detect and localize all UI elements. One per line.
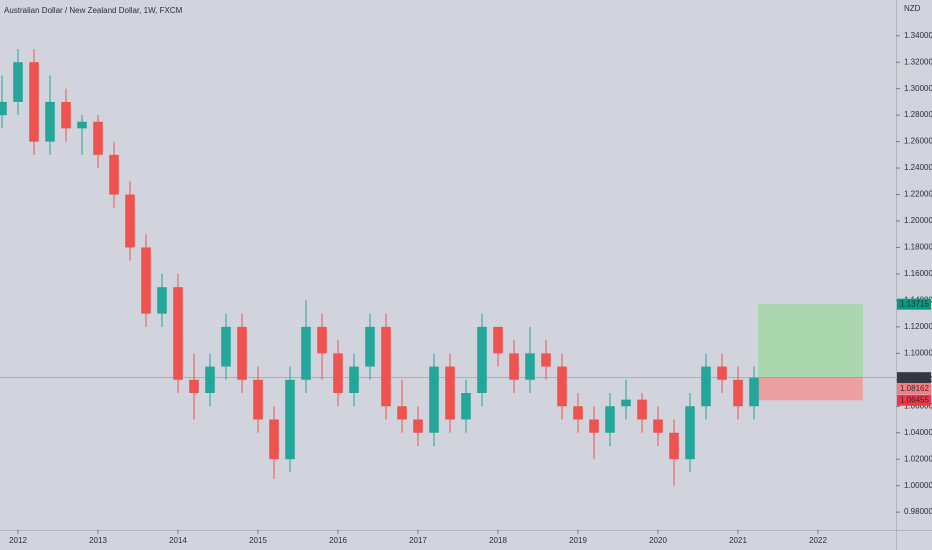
target-label-bg	[897, 298, 931, 310]
candle-body	[461, 393, 471, 420]
candle-body	[637, 399, 647, 420]
y-tick-label: 1.10000	[904, 348, 932, 357]
candle-body	[109, 154, 119, 195]
entry-label: 1.08162	[900, 384, 929, 393]
x-tick-label: 2020	[649, 536, 667, 545]
candle-body	[221, 326, 231, 367]
entry-label-bg	[897, 383, 931, 395]
candle-body	[509, 353, 519, 380]
candle-body	[301, 326, 311, 380]
x-tick-label: 2015	[249, 536, 267, 545]
candle-body	[589, 419, 599, 433]
candle-body	[365, 326, 375, 367]
candle-body	[605, 406, 615, 433]
y-tick-label: 1.18000	[904, 243, 932, 252]
candle-body	[445, 366, 455, 420]
candle-body	[333, 353, 343, 394]
candle-body	[29, 62, 39, 142]
candle-body	[381, 326, 391, 407]
y-tick-label: 1.06000	[904, 401, 932, 410]
y-tick-label: 1.02000	[904, 454, 932, 463]
x-tick-label: 2019	[569, 536, 587, 545]
x-tick-label: 2021	[729, 536, 747, 545]
y-tick-label: 1.26000	[904, 137, 932, 146]
target-label: 1.13715	[900, 299, 929, 308]
y-tick-label: 1.22000	[904, 190, 932, 199]
candle-body	[669, 432, 679, 460]
candle-body	[93, 121, 103, 155]
candle-body	[733, 379, 743, 407]
currency-label: NZD	[904, 4, 921, 13]
candle-body	[141, 247, 151, 314]
candle-body	[349, 366, 359, 394]
candle-body	[477, 326, 487, 394]
candle-body	[317, 326, 327, 354]
candle-body	[685, 406, 695, 460]
stop-label: 1.06455	[900, 395, 929, 404]
y-tick-label: 1.34000	[904, 31, 932, 40]
candle-body	[237, 326, 247, 380]
x-tick-label: 2018	[489, 536, 507, 545]
candle-body	[253, 379, 263, 420]
candle-body	[541, 353, 551, 367]
loss-zone	[758, 377, 863, 401]
candle-body	[525, 353, 535, 380]
candle-body	[621, 399, 631, 407]
candle-body	[573, 406, 583, 420]
current-price-label: 1.08162	[900, 373, 929, 382]
stop-label-bg	[897, 394, 931, 406]
candle-body	[285, 379, 295, 460]
candle-body	[13, 62, 23, 102]
y-tick-label: 1.00000	[904, 481, 932, 490]
y-tick-label: 1.28000	[904, 110, 932, 119]
candle-body	[205, 366, 215, 394]
candle-body	[157, 287, 167, 314]
candle-body	[749, 377, 759, 407]
candle-body	[0, 101, 7, 116]
candle-body	[429, 366, 439, 433]
candle-body	[269, 419, 279, 460]
x-tick-label: 2013	[89, 536, 107, 545]
y-tick-label: 0.98000	[904, 507, 932, 516]
y-tick-label: 1.32000	[904, 57, 932, 66]
candle-body	[653, 419, 663, 433]
candle-body	[701, 366, 711, 407]
candle-body	[61, 101, 71, 129]
x-tick-label: 2017	[409, 536, 427, 545]
y-tick-label: 1.24000	[904, 163, 932, 172]
chart-title: Australian Dollar / New Zealand Dollar, …	[4, 6, 183, 15]
y-tick-label: 1.04000	[904, 428, 932, 437]
x-tick-label: 2014	[169, 536, 187, 545]
current-price-label-bg	[897, 372, 931, 384]
candle-body	[557, 366, 567, 407]
profit-zone	[758, 304, 863, 378]
candle-body	[413, 419, 423, 433]
candle-body	[717, 366, 727, 380]
x-tick-label: 2022	[809, 536, 827, 545]
candle-body	[77, 121, 87, 129]
candle-body	[125, 194, 135, 248]
candle-body	[173, 287, 183, 380]
candle-body	[189, 379, 199, 394]
candle-body	[397, 406, 407, 420]
candle-body	[493, 326, 503, 354]
x-tick-label: 2012	[9, 536, 27, 545]
candle-body	[45, 101, 55, 142]
y-tick-label: 1.16000	[904, 269, 932, 278]
x-tick-label: 2016	[329, 536, 347, 545]
y-tick-label: 1.12000	[904, 322, 932, 331]
y-tick-label: 1.20000	[904, 216, 932, 225]
y-tick-label: 1.30000	[904, 84, 932, 93]
